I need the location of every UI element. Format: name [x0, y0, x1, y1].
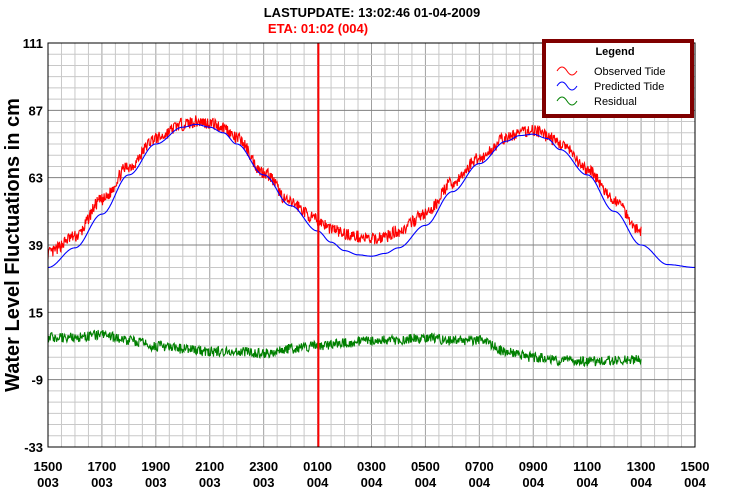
series-lines — [47, 115, 695, 368]
y-tick-label: -9 — [31, 373, 43, 388]
legend-swatch — [556, 66, 578, 76]
x-tick-day: 004 — [630, 475, 652, 490]
y-axis-label: Water Level Fluctuations in cm — [2, 98, 24, 392]
y-tick-label: 87 — [29, 103, 43, 118]
x-tick-time: 1900 — [141, 459, 170, 474]
legend: Legend Observed Tide Predicted Tide Residu… — [542, 39, 694, 118]
chart-subtitle: ETA: 01:02 (004) — [268, 21, 368, 36]
x-tick-day: 004 — [576, 475, 598, 490]
x-tick-time: 1500 — [34, 459, 63, 474]
x-tick-time: 2300 — [249, 459, 278, 474]
x-tick-time: 0700 — [465, 459, 494, 474]
x-tick-time: 0300 — [357, 459, 386, 474]
plot-border — [47, 42, 696, 448]
y-tick-label: 39 — [29, 238, 43, 253]
legend-title: Legend — [595, 46, 634, 58]
x-tick-day: 004 — [307, 475, 329, 490]
x-tick-time: 0100 — [303, 459, 332, 474]
y-tick-labels: 111 87 63 39 15 -9 -33 — [23, 36, 43, 455]
series-line — [48, 123, 695, 268]
legend-item-label: Residual — [594, 96, 637, 108]
x-tick-day: 004 — [361, 475, 383, 490]
x-tick-day: 003 — [91, 475, 113, 490]
x-tick-time: 1500 — [681, 459, 710, 474]
x-tick-time: 0900 — [519, 459, 548, 474]
y-tick-label: -33 — [24, 440, 43, 455]
y-tick-label: 63 — [29, 171, 43, 186]
x-tick-day: 003 — [145, 475, 167, 490]
x-tick-labels: 1500003170000319000032100003230000301000… — [34, 459, 710, 490]
series-line — [47, 329, 642, 368]
x-tick-day: 003 — [199, 475, 221, 490]
chart-title: LASTUPDATE: 13:02:46 01-04-2009 — [264, 5, 481, 20]
grid-lines — [47, 42, 696, 448]
legend-swatch — [556, 81, 578, 91]
x-tick-time: 1700 — [87, 459, 116, 474]
x-tick-day: 003 — [37, 475, 59, 490]
legend-swatch — [556, 96, 578, 106]
legend-item-label: Observed Tide — [594, 66, 666, 78]
x-tick-day: 004 — [522, 475, 544, 490]
x-tick-time: 0500 — [411, 459, 440, 474]
x-tick-day: 004 — [415, 475, 437, 490]
x-tick-day: 004 — [468, 475, 490, 490]
y-tick-label: 111 — [23, 36, 43, 51]
y-tick-label: 15 — [29, 305, 43, 320]
x-tick-time: 1300 — [627, 459, 656, 474]
series-line — [47, 115, 642, 260]
x-tick-time: 2100 — [195, 459, 224, 474]
x-tick-day: 003 — [253, 475, 275, 490]
legend-item-label: Predicted Tide — [594, 81, 664, 93]
x-tick-time: 1100 — [573, 459, 601, 474]
x-tick-day: 004 — [684, 475, 706, 490]
